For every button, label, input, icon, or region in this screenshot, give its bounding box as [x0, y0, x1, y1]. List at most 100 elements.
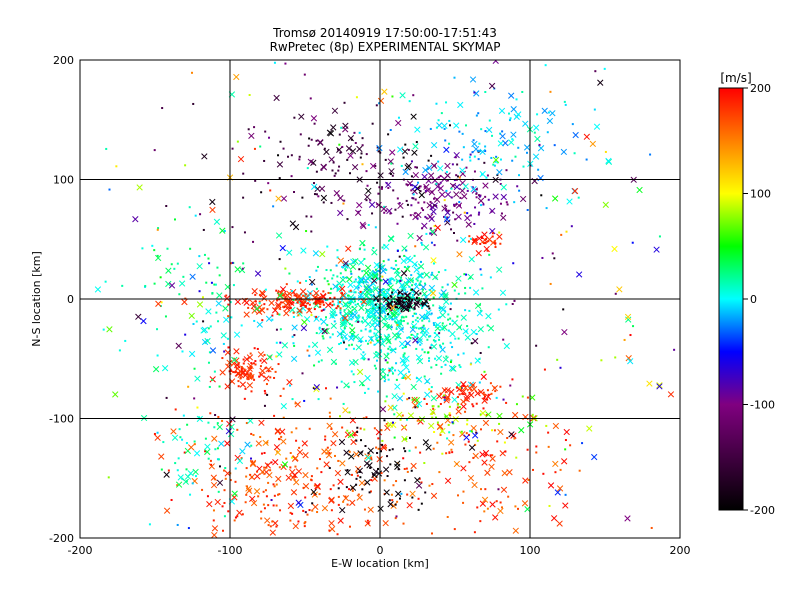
scatter-dot-point — [427, 351, 430, 354]
scatter-dot-point — [380, 429, 383, 432]
scatter-cross-point — [382, 278, 389, 285]
scatter-dot-point — [207, 457, 210, 460]
scatter-dot-point — [494, 246, 497, 249]
scatter-dot-point — [248, 94, 251, 97]
scatter-dot-point — [411, 197, 414, 200]
scatter-cross-point — [496, 168, 503, 176]
scatter-dot-point — [350, 370, 353, 373]
scatter-dot-point — [414, 166, 417, 169]
scatter-cross-point — [310, 488, 317, 496]
scatter-cross-point — [281, 461, 289, 468]
scatter-dot-point — [393, 413, 396, 416]
scatter-cross-point — [352, 258, 359, 265]
scatter-dot-point — [433, 225, 436, 228]
scatter-dot-point — [330, 509, 333, 512]
scatter-dot-point — [441, 452, 444, 455]
scatter-dot-point — [377, 322, 380, 325]
scatter-dot-point — [385, 269, 388, 272]
scatter-dot-point — [383, 376, 386, 379]
scatter-dot-point — [277, 493, 280, 496]
scatter-dot-point — [335, 314, 338, 317]
scatter-dot-point — [394, 320, 397, 323]
scatter-dot-point — [435, 204, 438, 207]
scatter-dot-point — [372, 473, 375, 476]
scatter-dot-point — [224, 467, 227, 470]
scatter-cross-point — [422, 439, 430, 446]
scatter-cross-point — [546, 117, 554, 125]
scatter-cross-point — [357, 259, 365, 266]
scatter-dot-point — [554, 471, 557, 474]
scatter-dot-point — [226, 337, 229, 340]
scatter-cross-point — [337, 257, 345, 264]
scatter-cross-point — [238, 369, 245, 377]
scatter-dot-point — [229, 479, 232, 482]
scatter-dot-point — [261, 319, 264, 322]
scatter-cross-point — [389, 149, 396, 156]
scatter-dot-point — [104, 280, 107, 283]
scatter-dot-point — [230, 369, 233, 372]
scatter-cross-point — [512, 411, 519, 419]
scatter-cross-point — [291, 471, 298, 479]
scatter-dot-point — [242, 262, 245, 265]
scatter-dot-point — [339, 151, 342, 154]
scatter-dot-point — [394, 259, 397, 262]
scatter-dot-point — [107, 476, 110, 479]
scatter-dot-point — [650, 526, 653, 529]
scatter-dot-point — [485, 414, 488, 417]
scatter-cross-point — [258, 419, 265, 426]
scatter-cross-point — [411, 149, 418, 156]
scatter-cross-point — [365, 454, 372, 462]
scatter-dot-point — [486, 398, 489, 401]
scatter-dot-point — [336, 275, 339, 278]
scatter-cross-point — [243, 311, 250, 318]
scatter-dot-point — [308, 354, 311, 357]
scatter-cross-point — [444, 387, 451, 394]
scatter-cross-point — [329, 310, 337, 317]
scatter-cross-point — [314, 349, 322, 356]
scatter-dot-point — [277, 154, 280, 157]
scatter-cross-point — [421, 290, 428, 297]
scatter-dot-point — [401, 346, 404, 349]
scatter-dot-point — [342, 339, 345, 342]
scatter-dot-point — [467, 440, 470, 443]
scatter-dot-point — [460, 430, 463, 433]
scatter-cross-point — [334, 469, 342, 477]
scatter-dot-point — [421, 326, 424, 329]
scatter-dot-point — [513, 437, 516, 440]
scatter-dot-point — [391, 290, 394, 293]
scatter-cross-point — [444, 172, 451, 179]
scatter-dot-point — [329, 292, 332, 295]
scatter-dot-point — [367, 387, 370, 390]
scatter-dot-point — [480, 273, 483, 276]
scatter-dot-point — [345, 302, 348, 305]
scatter-cross-point — [370, 314, 377, 322]
scatter-dot-point — [216, 447, 219, 450]
scatter-dot-point — [386, 374, 389, 377]
scatter-cross-point — [301, 319, 308, 326]
scatter-dot-point — [339, 309, 342, 312]
scatter-dot-point — [259, 365, 262, 368]
scatter-dot-point — [469, 153, 472, 156]
scatter-dot-point — [240, 370, 243, 373]
scatter-dot-point — [341, 317, 344, 320]
scatter-dot-point — [438, 471, 441, 474]
scatter-cross-point — [336, 330, 344, 338]
scatter-cross-point — [388, 168, 395, 175]
scatter-dot-point — [440, 372, 443, 375]
scatter-dot-point — [458, 176, 461, 179]
scatter-dot-point — [469, 430, 472, 433]
scatter-dot-point — [291, 512, 294, 515]
scatter-dot-point — [458, 201, 461, 204]
scatter-dot-point — [342, 402, 345, 405]
scatter-dot-point — [504, 450, 507, 453]
scatter-dot-point — [247, 378, 250, 381]
scatter-cross-point — [404, 374, 412, 381]
scatter-dot-point — [505, 303, 508, 306]
scatter-dot-point — [491, 232, 494, 235]
scatter-dot-point — [432, 262, 435, 265]
scatter-dot-point — [340, 332, 343, 335]
scatter-dot-point — [450, 359, 453, 362]
scatter-dot-point — [451, 346, 454, 349]
scatter-cross-point — [233, 331, 241, 338]
scatter-dot-point — [322, 201, 325, 204]
